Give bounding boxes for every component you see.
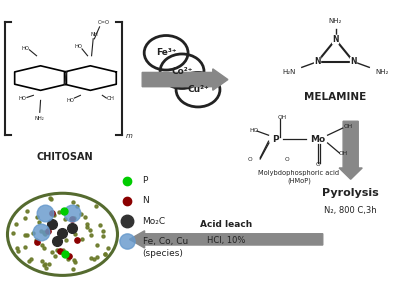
Text: OH: OH: [344, 124, 353, 129]
Text: OH: OH: [277, 115, 286, 120]
Text: N: N: [142, 196, 149, 205]
Text: Cu²⁺: Cu²⁺: [187, 85, 209, 94]
Text: NH₂: NH₂: [34, 116, 44, 121]
Text: N: N: [332, 35, 339, 44]
FancyArrow shape: [130, 231, 323, 248]
Text: m: m: [126, 133, 132, 139]
Text: P: P: [272, 135, 278, 144]
Text: HO: HO: [66, 98, 74, 103]
Text: MELAMINE: MELAMINE: [304, 92, 367, 103]
Text: HO: HO: [19, 96, 26, 101]
Text: H₂N: H₂N: [282, 69, 296, 75]
Text: NH: NH: [90, 32, 98, 37]
Text: HO: HO: [74, 44, 82, 49]
Text: O: O: [248, 156, 252, 161]
Text: N₂, 800 C,3h: N₂, 800 C,3h: [324, 206, 377, 215]
FancyArrow shape: [142, 69, 228, 90]
Text: O: O: [315, 162, 320, 167]
Text: N: N: [314, 57, 321, 66]
Text: Fe³⁺: Fe³⁺: [156, 48, 176, 57]
Text: (species): (species): [142, 249, 184, 258]
Text: Mo₂C: Mo₂C: [142, 217, 166, 226]
Text: Molybdophosphoric acid
(HMoP): Molybdophosphoric acid (HMoP): [258, 170, 340, 184]
Text: N: N: [350, 57, 357, 66]
Text: Mo: Mo: [310, 135, 325, 144]
Text: Fe, Co, Cu: Fe, Co, Cu: [142, 237, 188, 246]
Text: C=O: C=O: [98, 20, 110, 25]
Text: NH₂: NH₂: [376, 69, 389, 75]
Text: P: P: [142, 176, 148, 185]
Text: Pyrolysis: Pyrolysis: [322, 188, 379, 198]
FancyArrow shape: [339, 121, 362, 179]
Text: CHITOSAN: CHITOSAN: [36, 152, 93, 162]
Text: OH: OH: [106, 96, 114, 101]
Text: OH: OH: [338, 151, 347, 155]
Text: O: O: [284, 156, 289, 161]
Text: NH₂: NH₂: [329, 18, 342, 24]
Text: HO: HO: [22, 46, 29, 51]
Text: Co²⁺: Co²⁺: [171, 67, 193, 76]
Text: Acid leach: Acid leach: [200, 220, 252, 229]
Text: HCl, 10%: HCl, 10%: [207, 236, 245, 245]
Text: HO: HO: [249, 128, 258, 133]
